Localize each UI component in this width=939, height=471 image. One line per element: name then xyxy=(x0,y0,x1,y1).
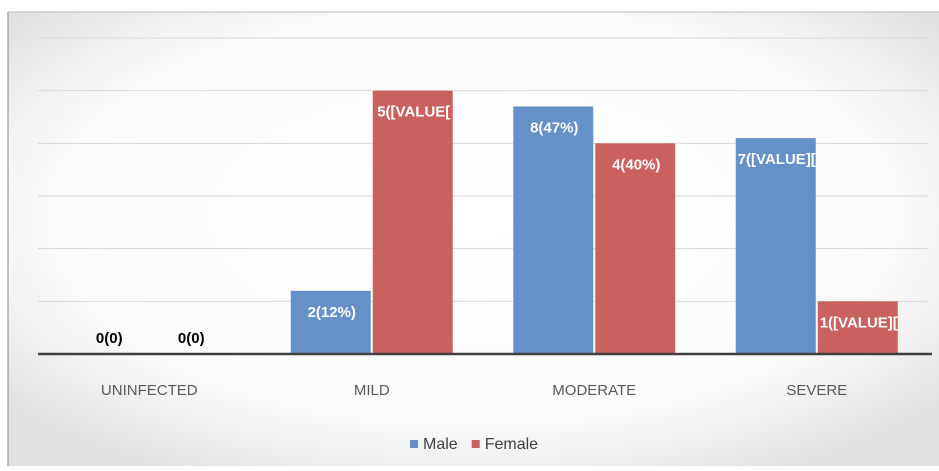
data-label: 7([VALUE][ xyxy=(738,151,816,168)
x-tick-label: UNINFECTED xyxy=(101,382,198,399)
bar xyxy=(290,290,371,354)
data-label: 0(0) xyxy=(96,330,123,347)
data-label: 2(12%) xyxy=(308,304,356,321)
data-label: 4(40%) xyxy=(612,156,660,173)
data-label: 1([VALUE][ xyxy=(820,314,898,331)
data-label: 5([VALUE[ xyxy=(377,104,450,121)
legend-swatch xyxy=(410,440,418,448)
x-tick-label: SEVERE xyxy=(786,382,847,399)
bar xyxy=(513,106,594,354)
legend-label: Male xyxy=(423,436,458,453)
legend-label: Female xyxy=(485,436,538,453)
bar xyxy=(817,301,898,354)
bar xyxy=(372,90,453,355)
x-tick-label: MODERATE xyxy=(552,382,636,399)
bar xyxy=(735,138,816,354)
x-tick-label: MILD xyxy=(354,382,390,399)
bar xyxy=(595,143,676,354)
legend-swatch xyxy=(471,440,480,448)
data-label: 0(0) xyxy=(178,330,205,347)
data-label: 8(47%) xyxy=(530,119,578,136)
